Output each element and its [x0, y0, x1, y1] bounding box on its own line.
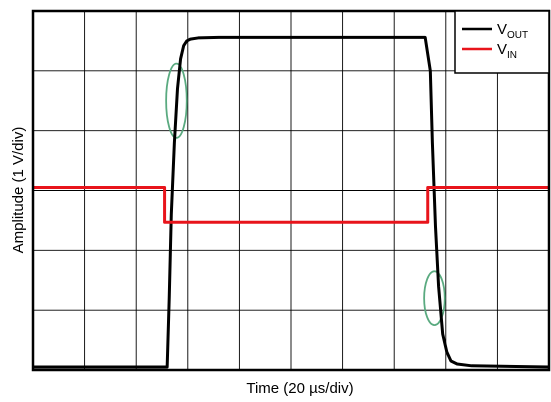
series-lines	[33, 35, 550, 369]
legend-label-vout-main: V	[497, 21, 507, 38]
legend-label-vin: VIN	[497, 41, 517, 61]
legend-label-vout-sub: OUT	[507, 30, 528, 41]
legend: VOUT VIN	[454, 10, 550, 74]
highlight-ellipse-1	[165, 62, 188, 139]
series-line-vout	[33, 35, 550, 369]
y-axis-label: Amplitude (1 V/div)	[10, 127, 27, 254]
plot-frame	[31, 9, 551, 372]
legend-label-vout: VOUT	[497, 21, 528, 41]
x-axis-label: Time (20 µs/div)	[246, 380, 353, 397]
legend-label-vin-sub: IN	[507, 50, 517, 61]
series-line-vin	[33, 186, 549, 224]
annotations	[165, 62, 446, 327]
legend-box	[454, 10, 550, 74]
legend-label-vin-main: V	[497, 41, 507, 58]
highlight-ellipse-2	[423, 270, 446, 327]
